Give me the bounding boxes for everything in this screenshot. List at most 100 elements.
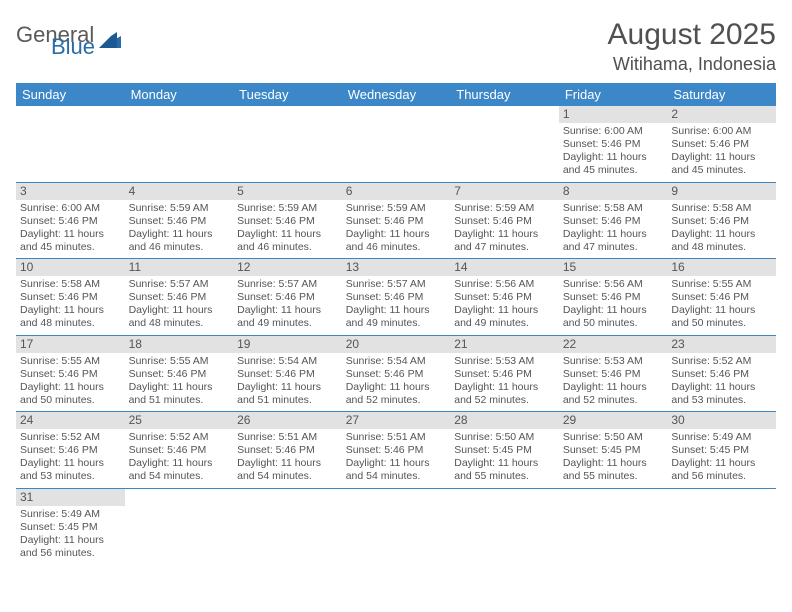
calendar-cell: 17Sunrise: 5:55 AMSunset: 5:46 PMDayligh… <box>16 335 125 412</box>
daylight-text: Daylight: 11 hours <box>237 381 338 394</box>
daylight-text: Daylight: 11 hours <box>237 304 338 317</box>
day-number: 14 <box>450 259 559 276</box>
calendar-cell <box>342 106 451 182</box>
calendar-cell: 13Sunrise: 5:57 AMSunset: 5:46 PMDayligh… <box>342 259 451 336</box>
calendar-cell: 25 Sunrise: 5:52 AMSunset: 5:46 PMDayligh… <box>125 412 234 489</box>
day-number: 28 <box>450 412 559 429</box>
daylight-text: and 49 minutes. <box>237 317 338 330</box>
sunrise-text: Sunrise: 5:59 AM <box>129 202 230 215</box>
calendar-cell <box>125 106 234 182</box>
daylight-text: and 52 minutes. <box>563 394 664 407</box>
daylight-text: and 51 minutes. <box>237 394 338 407</box>
daylight-text: Daylight: 11 hours <box>129 457 230 470</box>
calendar-row: 10Sunrise: 5:58 AMSunset: 5:46 PMDayligh… <box>16 259 776 336</box>
daylight-text: Daylight: 11 hours <box>20 381 121 394</box>
sunset-text: Sunset: 5:46 PM <box>237 368 338 381</box>
daylight-text: and 50 minutes. <box>671 317 772 330</box>
weekday-header: Monday <box>125 83 234 106</box>
daylight-text: Daylight: 11 hours <box>671 304 772 317</box>
sunset-text: Sunset: 5:45 PM <box>671 444 772 457</box>
day-number: 2 <box>667 106 776 123</box>
calendar-cell <box>667 488 776 564</box>
sunset-text: Sunset: 5:46 PM <box>671 215 772 228</box>
calendar-cell: 29Sunrise: 5:50 AMSunset: 5:45 PMDayligh… <box>559 412 668 489</box>
daylight-text: Daylight: 11 hours <box>671 151 772 164</box>
daylight-text: and 45 minutes. <box>20 241 121 254</box>
weekday-header: Wednesday <box>342 83 451 106</box>
daylight-text: and 54 minutes. <box>129 470 230 483</box>
sunset-text: Sunset: 5:46 PM <box>671 138 772 151</box>
sunrise-text: Sunrise: 5:57 AM <box>237 278 338 291</box>
daylight-text: and 55 minutes. <box>454 470 555 483</box>
daylight-text: and 50 minutes. <box>20 394 121 407</box>
calendar-cell: 3Sunrise: 6:00 AMSunset: 5:46 PMDaylight… <box>16 182 125 259</box>
calendar-table: SundayMondayTuesdayWednesdayThursdayFrid… <box>16 83 776 564</box>
daylight-text: Daylight: 11 hours <box>20 228 121 241</box>
daylight-text: and 55 minutes. <box>563 470 664 483</box>
sunrise-text: Sunrise: 5:53 AM <box>454 355 555 368</box>
sunrise-text: Sunrise: 5:52 AM <box>671 355 772 368</box>
calendar-cell: 19Sunrise: 5:54 AMSunset: 5:46 PMDayligh… <box>233 335 342 412</box>
sunset-text: Sunset: 5:46 PM <box>346 215 447 228</box>
calendar-cell: 20Sunrise: 5:54 AMSunset: 5:46 PMDayligh… <box>342 335 451 412</box>
daylight-text: Daylight: 11 hours <box>20 457 121 470</box>
daylight-text: and 48 minutes. <box>129 317 230 330</box>
sunset-text: Sunset: 5:46 PM <box>454 291 555 304</box>
day-number: 26 <box>233 412 342 429</box>
day-number: 18 <box>125 336 234 353</box>
sunset-text: Sunset: 5:46 PM <box>129 215 230 228</box>
sunrise-text: Sunrise: 5:58 AM <box>20 278 121 291</box>
day-number: 10 <box>16 259 125 276</box>
daylight-text: Daylight: 11 hours <box>563 381 664 394</box>
sunrise-text: Sunrise: 5:55 AM <box>20 355 121 368</box>
calendar-cell <box>559 488 668 564</box>
daylight-text: Daylight: 11 hours <box>346 381 447 394</box>
weekday-header-row: SundayMondayTuesdayWednesdayThursdayFrid… <box>16 83 776 106</box>
calendar-cell: 5Sunrise: 5:59 AMSunset: 5:46 PMDaylight… <box>233 182 342 259</box>
sunrise-text: Sunrise: 5:49 AM <box>671 431 772 444</box>
sunrise-text: Sunrise: 5:54 AM <box>346 355 447 368</box>
sunset-text: Sunset: 5:46 PM <box>454 215 555 228</box>
calendar-row: 31Sunrise: 5:49 AMSunset: 5:45 PMDayligh… <box>16 488 776 564</box>
daylight-text: and 50 minutes. <box>563 317 664 330</box>
calendar-cell <box>125 488 234 564</box>
calendar-cell: 23Sunrise: 5:52 AMSunset: 5:46 PMDayligh… <box>667 335 776 412</box>
sunset-text: Sunset: 5:45 PM <box>563 444 664 457</box>
sunset-text: Sunset: 5:46 PM <box>20 215 121 228</box>
daylight-text: and 45 minutes. <box>671 164 772 177</box>
weekday-header: Thursday <box>450 83 559 106</box>
daylight-text: and 47 minutes. <box>454 241 555 254</box>
daylight-text: Daylight: 11 hours <box>454 304 555 317</box>
sunrise-text: Sunrise: 5:52 AM <box>129 431 230 444</box>
day-number: 19 <box>233 336 342 353</box>
day-number: 3 <box>16 183 125 200</box>
day-number: 7 <box>450 183 559 200</box>
sunrise-text: Sunrise: 5:51 AM <box>346 431 447 444</box>
daylight-text: and 47 minutes. <box>563 241 664 254</box>
sunrise-text: Sunrise: 5:57 AM <box>129 278 230 291</box>
day-number: 1 <box>559 106 668 123</box>
sunrise-text: Sunrise: 5:57 AM <box>346 278 447 291</box>
sunset-text: Sunset: 5:46 PM <box>237 291 338 304</box>
day-number: 4 <box>125 183 234 200</box>
sunset-text: Sunset: 5:46 PM <box>237 215 338 228</box>
sunset-text: Sunset: 5:46 PM <box>671 291 772 304</box>
header: General Blue August 2025 Witihama, Indon… <box>16 18 776 75</box>
sunset-text: Sunset: 5:46 PM <box>129 444 230 457</box>
weekday-header: Sunday <box>16 83 125 106</box>
daylight-text: Daylight: 11 hours <box>454 228 555 241</box>
daylight-text: and 46 minutes. <box>237 241 338 254</box>
sunset-text: Sunset: 5:46 PM <box>346 368 447 381</box>
daylight-text: Daylight: 11 hours <box>237 228 338 241</box>
sunset-text: Sunset: 5:46 PM <box>346 291 447 304</box>
daylight-text: and 54 minutes. <box>237 470 338 483</box>
calendar-cell: 16Sunrise: 5:55 AMSunset: 5:46 PMDayligh… <box>667 259 776 336</box>
calendar-cell <box>450 488 559 564</box>
day-number: 25 <box>125 412 234 429</box>
sunset-text: Sunset: 5:45 PM <box>454 444 555 457</box>
daylight-text: and 52 minutes. <box>346 394 447 407</box>
sunset-text: Sunset: 5:46 PM <box>20 368 121 381</box>
calendar-cell: 2Sunrise: 6:00 AMSunset: 5:46 PMDaylight… <box>667 106 776 182</box>
weekday-header: Saturday <box>667 83 776 106</box>
sunset-text: Sunset: 5:46 PM <box>20 291 121 304</box>
